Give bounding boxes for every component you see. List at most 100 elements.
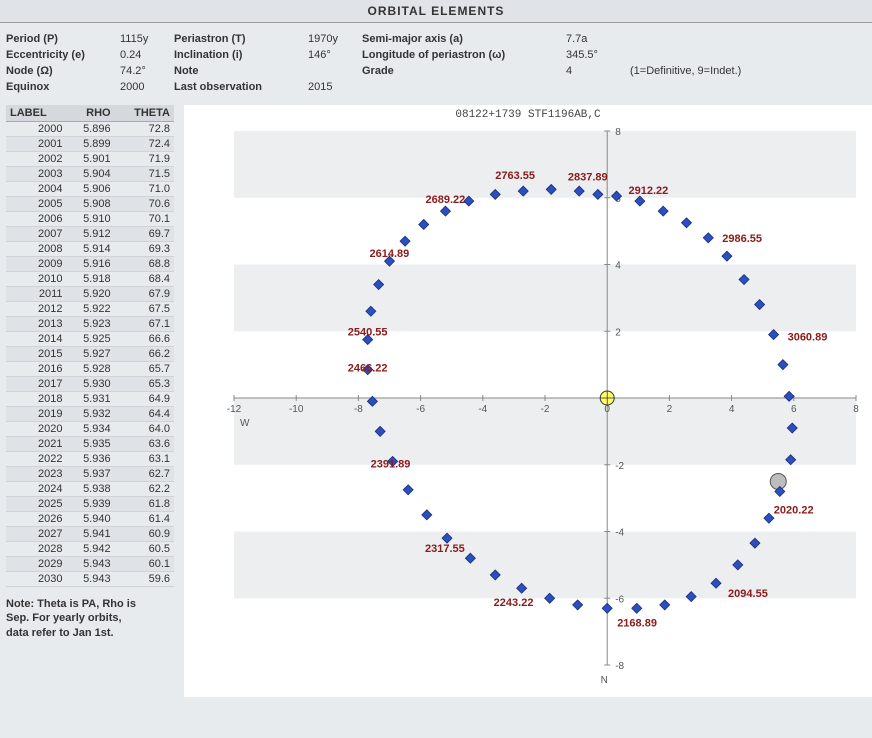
ephem-row: 20045.90671.0 (6, 182, 174, 197)
svg-text:2540.55: 2540.55 (348, 327, 388, 339)
svg-text:2986.55: 2986.55 (722, 233, 762, 245)
ephem-row: 20165.92865.7 (6, 362, 174, 377)
svg-text:2912.22: 2912.22 (629, 185, 669, 197)
ephem-row: 20265.94061.4 (6, 512, 174, 527)
chart-title: 08122+1739 STF1196AB,C (188, 109, 868, 121)
ephem-row: 20225.93663.1 (6, 452, 174, 467)
orbital-elements-table: Period (P) 1115y Periastron (T) 1970y Se… (0, 23, 872, 105)
period-label: Period (P) (6, 33, 116, 45)
ephem-row: 20125.92267.5 (6, 302, 174, 317)
ephem-row: 20035.90471.5 (6, 167, 174, 182)
svg-text:8: 8 (615, 127, 621, 138)
lastobs-label: Last observation (174, 81, 304, 93)
ephem-row: 20215.93563.6 (6, 437, 174, 452)
svg-text:2243.22: 2243.22 (494, 597, 534, 609)
ephemeris-footnote: Note: Theta is PA, Rho is Sep. For yearl… (6, 597, 146, 640)
ephem-row: 20015.89972.4 (6, 137, 174, 152)
equinox-label: Equinox (6, 81, 116, 93)
ephem-row: 20115.92067.9 (6, 287, 174, 302)
ephem-row: 20055.90870.6 (6, 197, 174, 212)
svg-text:2094.55: 2094.55 (728, 588, 768, 600)
sma-label: Semi-major axis (a) (362, 33, 562, 45)
svg-text:2020.22: 2020.22 (774, 504, 814, 516)
period-value: 1115y (120, 33, 170, 45)
orbit-chart: 08122+1739 STF1196AB,C -12-10-8-6-4-2024… (184, 105, 872, 697)
ephem-row: 20285.94260.5 (6, 542, 174, 557)
svg-text:4: 4 (729, 404, 735, 415)
ephem-col: RHO (66, 105, 114, 122)
svg-text:-6: -6 (615, 594, 624, 605)
svg-text:2689.22: 2689.22 (425, 194, 465, 206)
svg-text:2: 2 (615, 327, 621, 338)
ephem-row: 20175.93065.3 (6, 377, 174, 392)
svg-text:2317.55: 2317.55 (425, 543, 465, 555)
svg-text:2763.55: 2763.55 (495, 170, 535, 182)
svg-text:W: W (240, 418, 250, 429)
ephem-row: 20245.93862.2 (6, 482, 174, 497)
svg-text:-6: -6 (416, 404, 425, 415)
lastobs-value: 2015 (308, 81, 358, 93)
svg-text:-4: -4 (478, 404, 487, 415)
ephem-row: 20195.93264.4 (6, 407, 174, 422)
ephem-row: 20255.93961.8 (6, 497, 174, 512)
svg-text:-2: -2 (541, 404, 550, 415)
longp-value: 345.5° (566, 49, 626, 61)
ephem-row: 20205.93464.0 (6, 422, 174, 437)
grade-hint: (1=Definitive, 9=Indet.) (630, 65, 866, 77)
svg-text:-12: -12 (227, 404, 242, 415)
sma-value: 7.7a (566, 33, 626, 45)
ephem-col: LABEL (6, 105, 66, 122)
svg-text:2168.89: 2168.89 (617, 617, 657, 629)
ephem-row: 20005.89672.8 (6, 122, 174, 137)
svg-text:-2: -2 (615, 461, 624, 472)
ephem-row: 20085.91469.3 (6, 242, 174, 257)
svg-text:-10: -10 (289, 404, 304, 415)
svg-text:3060.89: 3060.89 (788, 332, 828, 344)
ephem-row: 20295.94360.1 (6, 557, 174, 572)
svg-text:0: 0 (604, 404, 610, 415)
svg-text:2837.89: 2837.89 (568, 171, 608, 183)
orbit-svg: -12-10-8-6-4-202468-8-6-4-22468WN2912.22… (188, 123, 868, 693)
note-label: Note (174, 65, 304, 77)
svg-text:2614.89: 2614.89 (370, 248, 410, 260)
ecc-label: Eccentricity (e) (6, 49, 116, 61)
incl-label: Inclination (i) (174, 49, 304, 61)
svg-text:-4: -4 (615, 528, 624, 539)
svg-text:2: 2 (667, 404, 673, 415)
ephem-row: 20105.91868.4 (6, 272, 174, 287)
periastron-label: Periastron (T) (174, 33, 304, 45)
svg-text:N: N (601, 675, 608, 686)
ephem-row: 20135.92367.1 (6, 317, 174, 332)
svg-text:2466.22: 2466.22 (348, 363, 388, 375)
ephem-row: 20235.93762.7 (6, 467, 174, 482)
longp-label: Longitude of periastron (ω) (362, 49, 562, 61)
ephem-row: 20025.90171.9 (6, 152, 174, 167)
note-value (308, 65, 358, 77)
equinox-value: 2000 (120, 81, 170, 93)
ecc-value: 0.24 (120, 49, 170, 61)
ephem-row: 20185.93164.9 (6, 392, 174, 407)
svg-text:2391.89: 2391.89 (371, 458, 411, 470)
svg-text:8: 8 (853, 404, 859, 415)
node-label: Node (Ω) (6, 65, 116, 77)
grade-value: 4 (566, 65, 626, 77)
ephem-row: 20275.94160.9 (6, 527, 174, 542)
ephem-row: 20095.91668.8 (6, 257, 174, 272)
section-title: ORBITAL ELEMENTS (0, 0, 872, 23)
ephemeris-table: LABELRHOTHETA 20005.89672.820015.89972.4… (6, 105, 174, 587)
ephemeris-panel: LABELRHOTHETA 20005.89672.820015.89972.4… (6, 105, 174, 640)
grade-label: Grade (362, 65, 562, 77)
ephem-row: 20305.94359.6 (6, 572, 174, 587)
svg-text:-8: -8 (354, 404, 363, 415)
periastron-value: 1970y (308, 33, 358, 45)
ephem-row: 20065.91070.1 (6, 212, 174, 227)
node-value: 74.2° (120, 65, 170, 77)
incl-value: 146° (308, 49, 358, 61)
svg-text:-8: -8 (615, 661, 624, 672)
svg-text:6: 6 (791, 404, 797, 415)
ephem-row: 20145.92566.6 (6, 332, 174, 347)
svg-text:4: 4 (615, 261, 621, 272)
ephem-col: THETA (115, 105, 174, 122)
ephem-row: 20075.91269.7 (6, 227, 174, 242)
ephem-row: 20155.92766.2 (6, 347, 174, 362)
